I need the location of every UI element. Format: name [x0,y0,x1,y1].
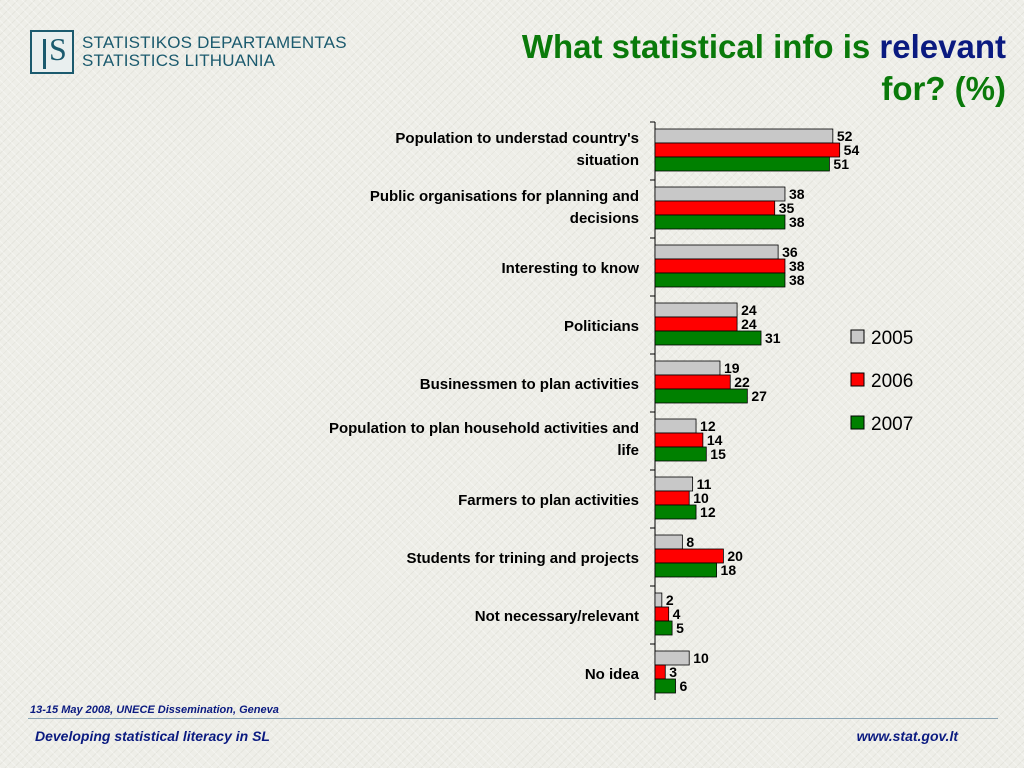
data-label-2006: 14 [707,432,723,448]
category-label: Population to understad country's situati… [395,130,639,169]
bar-2005 [654,592,663,608]
bar-2007 [654,562,717,578]
title-part2: for? (%) [881,70,1006,107]
bar-2007 [654,388,748,404]
slide-title: What statistical info is relevant for? (… [396,26,1006,110]
bar-2005 [654,128,834,144]
data-label-2007: 15 [710,446,726,462]
bar-2005 [654,360,721,376]
data-label-2005: 12 [700,418,716,434]
data-label-2007: 12 [700,504,716,520]
data-label-2007: 27 [751,388,767,404]
bar-2005 [654,534,683,550]
data-label-2006: 3 [669,664,677,680]
bar-2006 [654,432,704,448]
bar-2007 [654,620,673,636]
bar-2006 [654,490,690,506]
bar-2007 [654,214,786,230]
footer-left-text: Developing statistical literacy in SL [35,728,270,744]
data-label-2006: 35 [779,200,795,216]
bar-2005 [654,186,786,202]
data-label-2005: 36 [782,244,798,260]
data-label-2006: 38 [789,258,805,274]
title-part1: What statistical info is [521,28,880,65]
bar-chart: Population to understad country's situati… [329,121,913,700]
bar-2007 [654,156,830,172]
bar-2006 [654,142,841,158]
bar-2007 [654,504,697,520]
bar-2006 [654,200,776,216]
data-label-2007: 6 [680,678,688,694]
data-label-2005: 24 [741,302,757,318]
category-label: Politicians [564,318,639,335]
category-label: Interesting to know [501,260,639,277]
bar-2005 [654,476,694,492]
data-label-2006: 10 [693,490,709,506]
logo-emblem-icon: S [30,30,74,74]
legend-swatch-2005 [850,329,865,344]
category-label: No idea [585,666,640,683]
data-label-2006: 24 [741,316,757,332]
legend-swatch-2006 [850,372,865,387]
data-label-2006: 4 [673,606,681,622]
bar-2007 [654,678,676,694]
data-label-2007: 51 [833,156,849,172]
data-label-2005: 11 [697,476,712,492]
footer-event: 13-15 May 2008, UNECE Dissemination, Gen… [30,704,279,716]
category-label: Farmers to plan activities [458,492,639,509]
data-label-2005: 38 [789,186,805,202]
bar-2005 [654,418,697,434]
category-label: Students for trining and projects [406,550,639,567]
bar-2006 [654,374,731,390]
data-label-2007: 38 [789,214,805,230]
data-label-2007: 18 [721,562,737,578]
bar-2005 [654,650,690,666]
bar-2007 [654,330,762,346]
category-label: Businessmen to plan activities [420,376,639,393]
bar-2007 [654,446,707,462]
data-label-2007: 31 [765,330,781,346]
legend-label-2006: 2006 [871,371,913,392]
legend-label-2007: 2007 [871,414,913,435]
bar-2006 [654,258,786,274]
bar-2006 [654,316,738,332]
category-label: Public organisations for planning and dec… [370,188,639,227]
data-label-2007: 5 [676,620,684,636]
footer-url: www.stat.gov.lt [856,728,958,744]
logo: S STATISTIKOS DEPARTAMENTAS STATISTICS L… [30,30,347,74]
data-label-2005: 8 [686,534,694,550]
legend-swatch-2007 [850,415,865,430]
data-label-2006: 54 [844,142,860,158]
category-label: Not necessary/relevant [475,608,639,625]
bar-2007 [654,272,786,288]
footer-divider [28,718,998,719]
title-highlight: relevant [879,28,1006,65]
logo-line2: STATISTICS LITHUANIA [82,51,276,70]
bar-2006 [654,548,724,564]
data-label-2007: 38 [789,272,805,288]
bar-2006 [654,606,670,622]
data-label-2006: 22 [734,374,750,390]
logo-line1: STATISTIKOS DEPARTAMENTAS [82,33,347,52]
data-label-2005: 52 [837,128,853,144]
legend-label-2005: 2005 [871,328,913,349]
bar-2006 [654,664,666,680]
bar-2005 [654,244,779,260]
data-label-2005: 2 [666,592,674,608]
category-label: Population to plan household activities … [329,420,639,459]
bar-2005 [654,302,738,318]
data-label-2006: 20 [727,548,743,564]
data-label-2005: 19 [724,360,740,376]
data-label-2005: 10 [693,650,709,666]
